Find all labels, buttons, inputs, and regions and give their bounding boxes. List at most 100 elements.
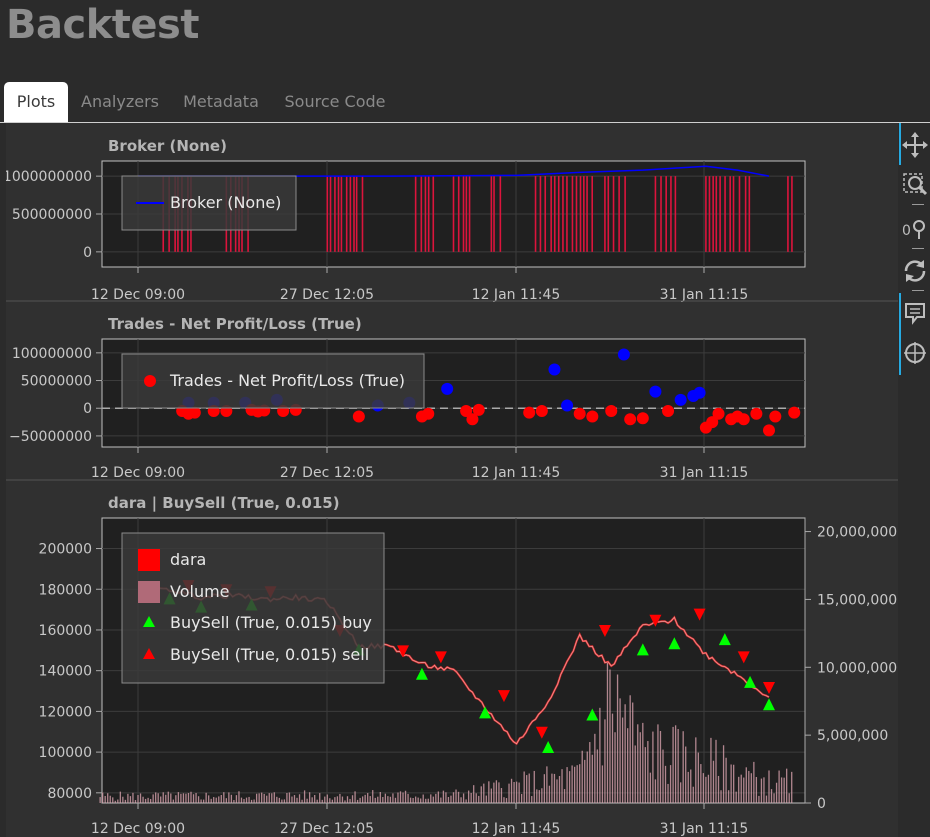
tab-bar: Plots Analyzers Metadata Source Code (0, 82, 930, 123)
y2-tick-label: 10,000,000 (817, 660, 897, 676)
x-tick-label: 27 Dec 12:05 (280, 287, 374, 303)
trade-point-loss (460, 405, 473, 417)
plot-toolbar: 0 (899, 123, 930, 837)
trade-point-loss (188, 406, 201, 419)
hover-icon[interactable] (901, 299, 929, 327)
chart-title: Broker (None) (108, 137, 227, 155)
legend-label: Volume (170, 582, 230, 601)
x-tick-label: 12 Dec 09:00 (91, 821, 185, 837)
sell-marker (497, 690, 510, 703)
legend-box (121, 532, 385, 684)
tab-plots[interactable]: Plots (4, 82, 68, 123)
plots-canvas[interactable]: Broker (None) 12 Dec 09:00 27 Dec 12:05 12 … (6, 123, 898, 837)
trade-point-loss (586, 410, 599, 423)
sell-marker (434, 651, 447, 664)
legend-label: dara (170, 550, 206, 569)
trade-point-loss (472, 403, 485, 416)
trade-point-loss (535, 405, 548, 417)
sell-marker (737, 651, 750, 664)
pan-icon[interactable] (901, 131, 929, 159)
x-tick-label: 12 Jan 11:45 (472, 287, 561, 303)
buy-marker (668, 637, 681, 650)
trade-point-loss (466, 413, 479, 426)
y-tick-label: 180000 (39, 582, 92, 598)
buy-marker (636, 643, 649, 656)
y-tick-label: 0 (83, 401, 92, 417)
buy-marker (479, 706, 492, 719)
y-tick-label: 0 (83, 245, 92, 261)
y-tick-label: 200000 (39, 542, 92, 558)
crosshair-icon[interactable] (901, 339, 929, 367)
trade-point-loss (706, 416, 719, 429)
y-tick-label: −50000000 (9, 429, 92, 445)
trade-point-loss (352, 410, 365, 423)
legend-swatch-dara (138, 549, 160, 571)
trade-point-loss (769, 410, 782, 423)
wheel-zoom-icon[interactable]: 0 (901, 215, 929, 243)
trade-point-loss (523, 406, 536, 419)
y-tick-label: 160000 (39, 623, 92, 639)
y2-tick-label: 0 (817, 796, 826, 812)
legend-swatch-buy (143, 616, 155, 627)
y-tick-label: 120000 (39, 704, 92, 720)
legend-label: BuySell (True, 0.015) buy (170, 613, 372, 632)
toolbar-separator (912, 248, 924, 249)
sell-marker (598, 624, 611, 637)
series-line-broker (138, 165, 770, 177)
active-tool-indicator (899, 293, 901, 375)
sell-marker (649, 614, 662, 627)
plot-area: Broker (None) 12 Dec 09:00 27 Dec 12:05 12 … (6, 123, 898, 837)
toolbar-separator (912, 204, 924, 205)
y-tick-label: 100000000 (12, 346, 92, 362)
y-tick-label: 80000 (47, 786, 92, 802)
buy-marker (718, 633, 731, 646)
tab-divider (0, 122, 930, 123)
tab-analyzers[interactable]: Analyzers (81, 92, 159, 111)
trade-point-profit (617, 348, 630, 361)
y2-tick-label: 15,000,000 (817, 592, 897, 608)
buy-marker (415, 667, 428, 680)
buy-marker (763, 698, 775, 711)
trade-point-loss (422, 407, 435, 420)
y-tick-label: 140000 (39, 664, 92, 680)
y2-tick-label: 5,000,000 (817, 728, 888, 744)
buy-marker (744, 675, 757, 688)
sell-marker (397, 645, 410, 658)
trade-point-loss (624, 413, 637, 426)
trade-point-profit (548, 363, 561, 376)
trade-point-loss (712, 407, 725, 420)
trade-point-loss (788, 406, 801, 419)
page-title: Backtest (6, 2, 199, 48)
legend-swatch-sell (143, 648, 155, 659)
tab-source-code[interactable]: Source Code (284, 92, 386, 111)
legend-label: Trades - Net Profit/Loss (True) (169, 371, 405, 390)
sell-marker (693, 608, 706, 621)
trade-point-profit (561, 399, 574, 412)
y-tick-label: 1000000000 (6, 169, 92, 185)
trade-point-loss (662, 405, 675, 417)
y-tick-label: 100000 (39, 745, 92, 761)
buy-marker (542, 741, 555, 754)
trade-point-loss (573, 407, 586, 420)
legend-label: Broker (None) (170, 193, 281, 212)
y2-tick-label: 20,000,000 (817, 525, 897, 541)
x-tick-label: 12 Dec 09:00 (91, 465, 185, 481)
x-tick-label: 12 Jan 11:45 (472, 465, 561, 481)
x-tick-label: 12 Dec 09:00 (91, 287, 185, 303)
reset-icon[interactable] (901, 257, 929, 285)
trade-point-loss (737, 413, 750, 426)
trade-point-loss (763, 424, 775, 437)
legend-swatch (144, 375, 156, 387)
buy-marker (586, 708, 599, 721)
trade-point-loss (750, 407, 763, 420)
chart-title: Trades - Net Profit/Loss (True) (108, 315, 362, 333)
tab-metadata[interactable]: Metadata (183, 92, 259, 111)
x-tick-label: 12 Jan 11:45 (472, 821, 561, 837)
box-zoom-icon[interactable] (901, 171, 929, 199)
x-tick-label: 27 Dec 12:05 (280, 465, 374, 481)
sell-marker (535, 726, 548, 739)
x-tick-label: 31 Jan 11:15 (660, 465, 749, 481)
legend-box (121, 353, 425, 409)
y-tick-label: 500000000 (12, 207, 92, 223)
trade-point-profit (649, 385, 662, 398)
